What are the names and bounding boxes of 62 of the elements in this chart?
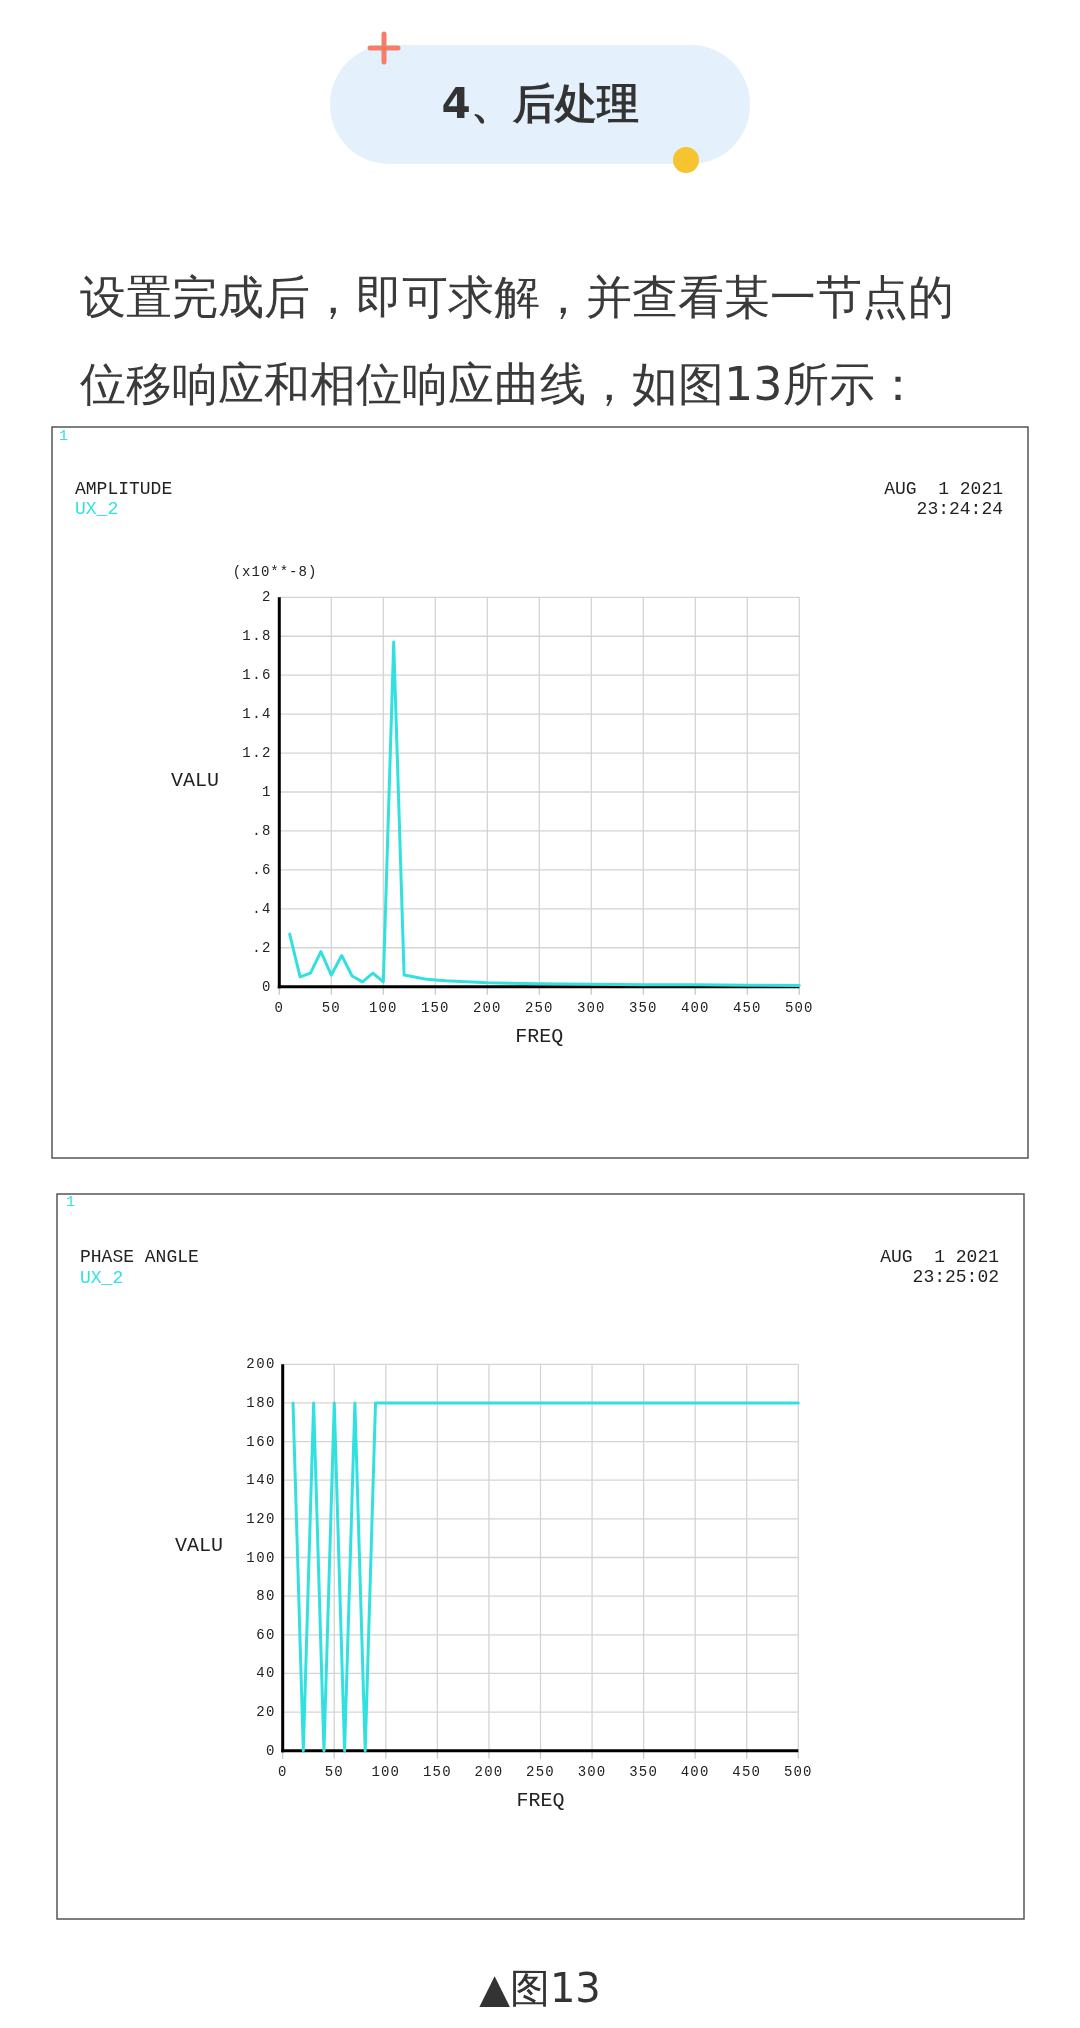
x-tick-label: 450 [732, 1000, 762, 1016]
y-tick-label: 1.4 [242, 706, 272, 723]
x-tick-label: 450 [732, 1764, 762, 1780]
text: UX_2 [80, 1268, 124, 1288]
text: 设置完成后，即可求解，并查看某一节点的位移响应和相位响应曲线，如图13所示： [80, 270, 954, 411]
x-tick-label: 250 [524, 1000, 554, 1016]
y-tick-label: 160 [246, 1433, 276, 1450]
x-tick-label: 250 [526, 1764, 555, 1780]
x-tick-label: 50 [321, 1000, 341, 1016]
y-tick-label: .8 [252, 822, 272, 839]
x-tick-label: 300 [577, 1764, 607, 1780]
chart-title: PHASE ANGLE [80, 1247, 199, 1267]
text: AUG 1 2021 [884, 479, 1003, 499]
x-tick-label: 50 [324, 1764, 344, 1780]
y-tick-label: 60 [256, 1626, 276, 1643]
y-tick-label: .2 [252, 939, 272, 956]
y-tick-label: 0 [262, 978, 272, 995]
text: UX_2 [75, 499, 119, 519]
x-tick-label: 150 [422, 1764, 452, 1780]
y-tick-label: 1.2 [242, 745, 272, 762]
y-tick-label: 100 [246, 1549, 276, 1566]
text: 1 [59, 427, 69, 445]
x-axis-title: FREQ [516, 1788, 565, 1812]
text: 1 [66, 1193, 76, 1211]
x-tick-label: 100 [371, 1764, 401, 1780]
x-tick-label: 0 [277, 1764, 288, 1780]
x-tick-label: 200 [472, 1000, 502, 1016]
text: (x10**-8) [232, 564, 318, 580]
y-tick-label: 2 [262, 589, 272, 606]
x-tick-label: 500 [783, 1764, 813, 1780]
line-series [288, 640, 801, 988]
x-tick-label: 500 [784, 1000, 814, 1016]
text: 23:24:24 [916, 499, 1003, 519]
y-tick-label: .6 [252, 861, 272, 878]
y-tick-label: 1.8 [242, 628, 272, 645]
x-tick-label: 150 [420, 1000, 450, 1016]
text: 4、后处理 [441, 78, 639, 128]
x-tick-label: 300 [576, 1000, 606, 1016]
y-tick-label: 1.6 [242, 667, 272, 684]
y-tick-label: 0 [266, 1742, 276, 1759]
y-tick-label: .4 [252, 900, 272, 917]
x-tick-label: 400 [680, 1000, 710, 1016]
y-axis-title: VALU [174, 1533, 224, 1557]
y-axis-title: VALU [170, 768, 220, 792]
text: AUG 1 2021 [880, 1247, 999, 1267]
y-tick-label: 40 [256, 1665, 276, 1682]
y-tick-label: 200 [246, 1356, 276, 1373]
text: ▲图13 [479, 1965, 601, 2011]
text: 23:25:02 [912, 1267, 999, 1287]
y-tick-label: 180 [246, 1394, 276, 1411]
x-tick-label: 400 [680, 1764, 710, 1780]
y-tick-label: 140 [246, 1472, 276, 1489]
text: AMPLITUDE [75, 479, 173, 499]
x-axis-title: FREQ [515, 1024, 564, 1048]
y-tick-label: 1 [262, 784, 272, 800]
y-tick-label: 120 [246, 1510, 276, 1527]
x-tick-label: 350 [628, 1000, 658, 1016]
x-tick-label: 350 [629, 1764, 659, 1780]
y-tick-label: 80 [256, 1588, 276, 1605]
x-tick-label: 200 [474, 1764, 504, 1780]
y-tick-label: 20 [256, 1704, 276, 1721]
x-tick-label: 100 [368, 1000, 398, 1016]
